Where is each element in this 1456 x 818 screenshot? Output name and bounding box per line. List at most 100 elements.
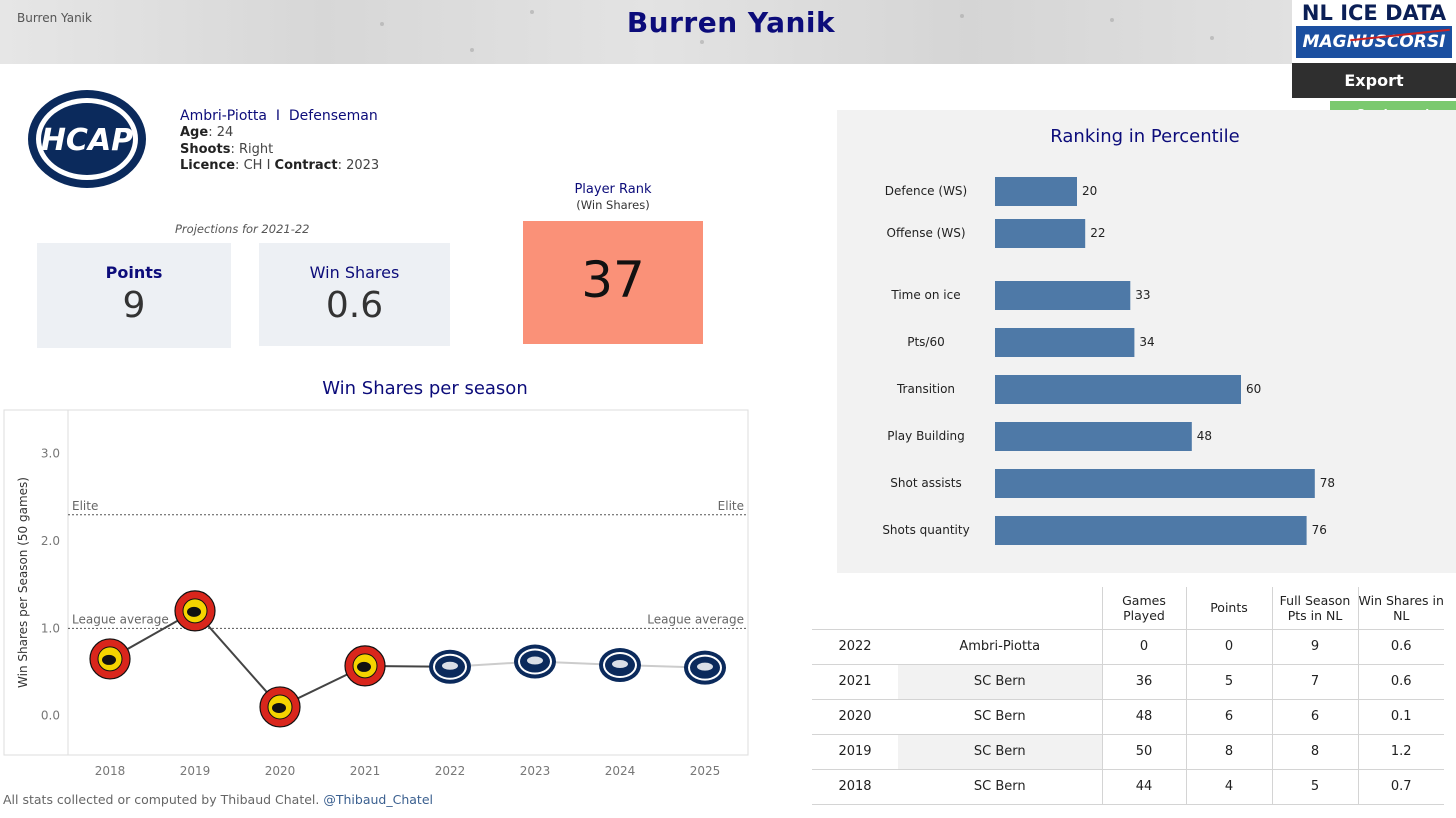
cell-win-shares: 0.6: [1357, 663, 1444, 699]
x-tick-label: 2025: [690, 764, 721, 778]
bar-category-label: Play Building: [887, 429, 965, 443]
projections-label: Projections for 2021-22: [175, 222, 310, 236]
bar: [995, 219, 1086, 248]
cell-games: 48: [1101, 698, 1186, 734]
cell-team: SC Bern: [898, 698, 1102, 734]
bar-category-label: Time on ice: [890, 288, 960, 302]
player-rank-value: 37: [581, 251, 645, 309]
bar-value-label: 78: [1320, 476, 1335, 490]
y-tick-label: 2.0: [41, 534, 60, 548]
plot-frame: [3, 409, 749, 756]
player-rank-card: 37: [523, 221, 703, 344]
licence-line: Licence: CH I Contract: 2023: [180, 158, 380, 173]
cell-points: 8: [1185, 733, 1272, 769]
header-games-played: Games Played: [1101, 587, 1186, 629]
bar: [995, 422, 1192, 451]
header-season: [812, 587, 898, 629]
bar: [995, 328, 1135, 357]
ambri-marker-letters: [612, 660, 628, 669]
cell-points: 6: [1185, 698, 1272, 734]
author-handle-link[interactable]: @Thibaud_Chatel: [323, 792, 433, 807]
bar-value-label: 76: [1312, 523, 1327, 537]
bern-bear-shape: [187, 606, 201, 617]
cell-win-shares: 0.1: [1357, 698, 1444, 734]
page-title: Burren Yanik: [626, 6, 836, 39]
bar-value-label: 48: [1197, 429, 1212, 443]
cell-full-season-pts: 7: [1271, 663, 1358, 699]
bar: [995, 177, 1077, 206]
win-shares-label: Win Shares: [309, 263, 400, 282]
cell-season: 2021: [812, 663, 898, 699]
team-position-line: Ambri-Piotta I Defenseman: [180, 107, 379, 125]
cell-points: 0: [1185, 628, 1272, 664]
ambri-marker-letters: [442, 661, 458, 670]
x-tick-label: 2023: [520, 764, 551, 778]
cell-full-season-pts: 5: [1271, 768, 1358, 805]
season-stats-table: Games Played Points Full Season Pts in N…: [812, 587, 1444, 805]
export-button[interactable]: Export: [1292, 63, 1456, 98]
licence-label: Licence: [180, 158, 236, 173]
bar-category-label: Offense (WS): [887, 226, 966, 240]
win-shares-chart: 0.0 1.0 2.0 3.0 Win Shares per Season (50 ga…: [3, 409, 749, 778]
cell-team: SC Bern: [898, 733, 1102, 769]
table-header-row: Games Played Points Full Season Pts in N…: [812, 587, 1444, 629]
age-line: Age: 24: [180, 125, 234, 140]
position: Defenseman: [288, 108, 378, 124]
y-tick-label: 3.0: [41, 447, 60, 461]
table-row: 2020 SC Bern 48 6 6 0.1: [812, 698, 1444, 734]
x-tick-label: 2021: [350, 764, 381, 778]
cell-win-shares: 1.2: [1357, 733, 1444, 769]
header-team: [898, 587, 1102, 629]
header-banner: [0, 0, 1292, 64]
bar: [995, 375, 1241, 404]
ranking-chart-title: Ranking in Percentile: [1050, 126, 1240, 147]
x-tick-label: 2024: [605, 764, 636, 778]
data-point: [89, 638, 131, 680]
ambri-marker-letters: [527, 656, 543, 665]
reference-label-right: Elite: [718, 499, 744, 513]
bar-value-label: 22: [1090, 226, 1105, 240]
bar-category-label: Shots quantity: [882, 523, 969, 537]
age-label: Age: [180, 125, 209, 140]
contract-label: Contract: [274, 158, 338, 173]
table-row: 2018 SC Bern 44 4 5 0.7: [812, 768, 1444, 805]
bern-bear-shape: [357, 661, 371, 672]
points-card: Points 9: [37, 243, 231, 348]
data-point: [344, 645, 386, 687]
cell-games: 0: [1101, 628, 1186, 664]
data-point: [429, 649, 471, 684]
header-full-season-pts: Full Season Pts in NL: [1271, 587, 1358, 629]
x-tick-label: 2019: [180, 764, 211, 778]
x-tick-label: 2020: [265, 764, 296, 778]
data-point: [684, 650, 726, 685]
cell-win-shares: 0.6: [1357, 628, 1444, 664]
table-row: 2019 SC Bern 50 8 8 1.2: [812, 733, 1444, 769]
bar-value-label: 33: [1135, 288, 1150, 302]
bern-bear-shape: [272, 702, 286, 713]
data-point: [174, 590, 216, 632]
cell-games: 44: [1101, 768, 1186, 805]
bar-value-label: 20: [1082, 184, 1097, 198]
cell-points: 5: [1185, 663, 1272, 699]
cell-team: SC Bern: [898, 663, 1102, 699]
cell-win-shares: 0.7: [1357, 768, 1444, 805]
y-tick-label: 1.0: [41, 621, 60, 635]
table-row: 2022 Ambri-Piotta 0 0 9 0.6: [812, 628, 1444, 664]
cell-season: 2018: [812, 768, 898, 805]
x-tick-label: 2018: [95, 764, 126, 778]
licence-value: CH: [243, 158, 263, 173]
reference-label-right: League average: [647, 612, 744, 626]
cell-full-season-pts: 9: [1271, 628, 1358, 664]
data-point: [259, 686, 301, 728]
bern-bear-shape: [102, 654, 116, 665]
x-tick-label: 2022: [435, 764, 466, 778]
cell-full-season-pts: 6: [1271, 698, 1358, 734]
bar-value-label: 60: [1246, 382, 1261, 396]
cell-games: 50: [1101, 733, 1186, 769]
win-shares-card: Win Shares 0.6: [259, 243, 450, 346]
bar-category-label: Transition: [896, 382, 955, 396]
y-tick-label: 0.0: [41, 709, 60, 723]
bar-category-label: Shot assists: [890, 476, 961, 490]
win-shares-value: 0.6: [325, 285, 384, 326]
cell-team: SC Bern: [898, 768, 1102, 805]
